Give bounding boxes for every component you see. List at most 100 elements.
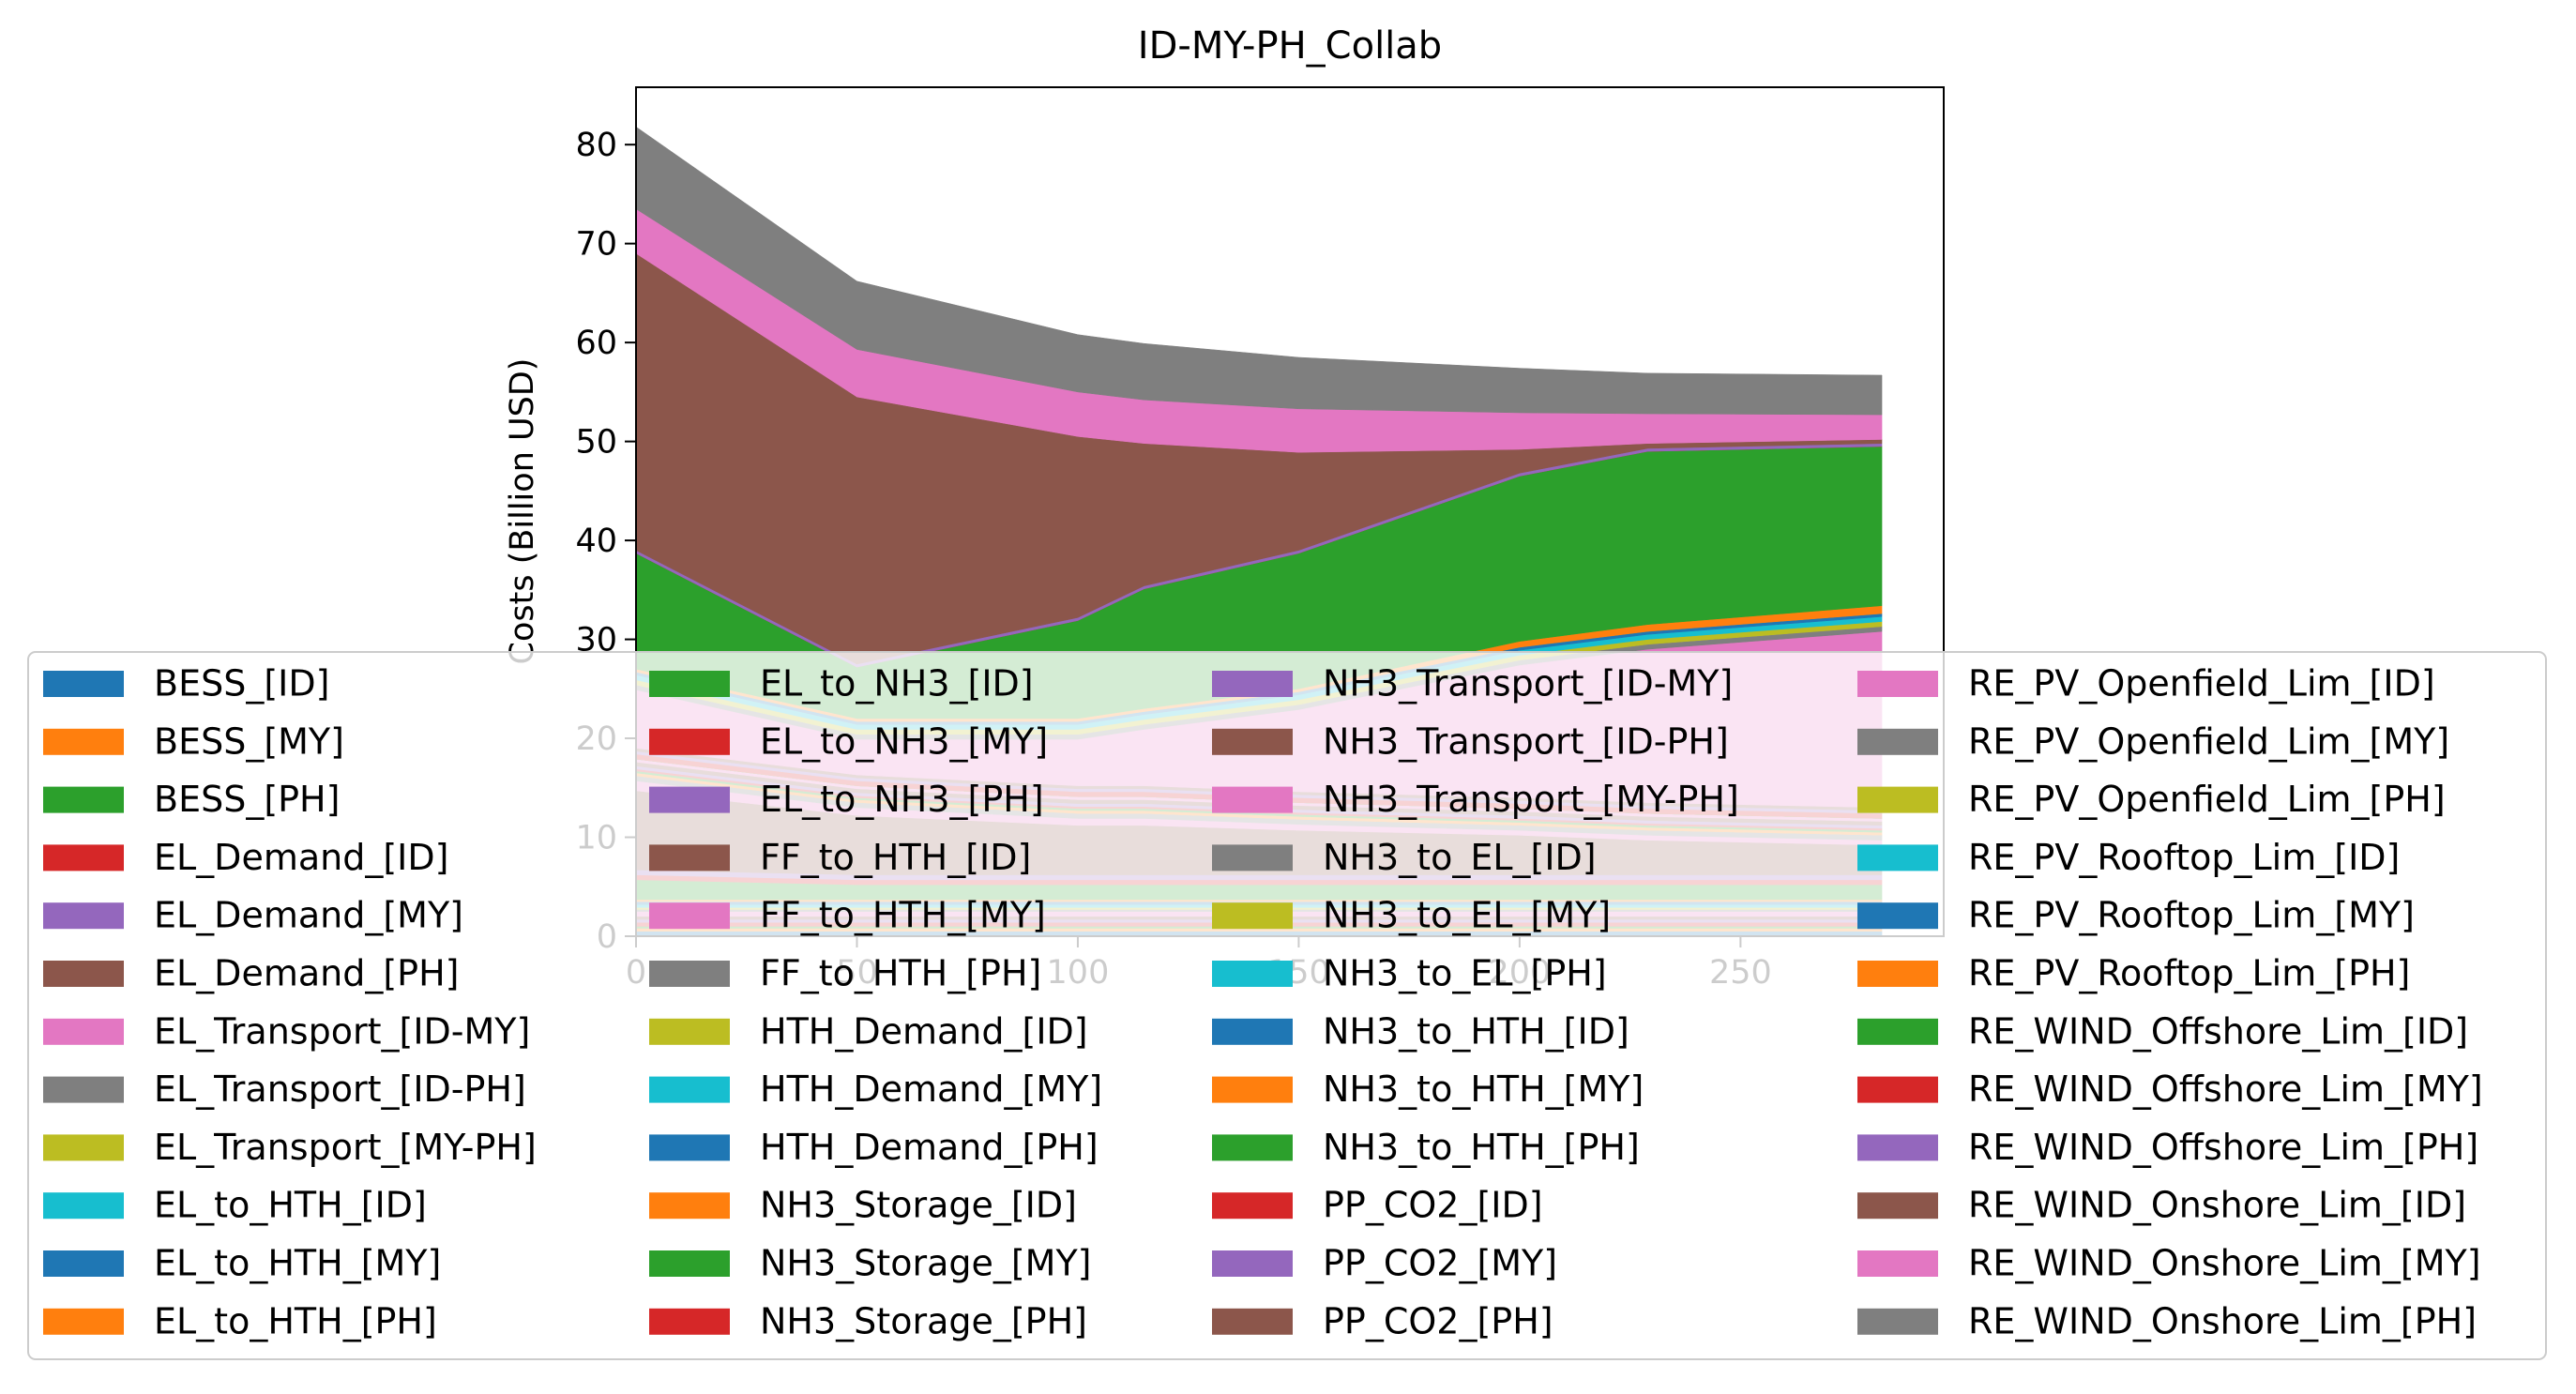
legend-box	[27, 651, 2547, 1360]
legend-label: RE_PV_Openfield_Lim_[PH]	[1968, 779, 2446, 820]
legend-swatch	[1212, 1250, 1293, 1277]
legend-swatch	[1857, 728, 1938, 755]
legend-swatch	[43, 786, 124, 813]
legend-swatch	[1857, 1192, 1938, 1220]
legend-label: EL_Demand_[ID]	[154, 837, 448, 878]
legend-swatch	[649, 786, 730, 813]
legend-swatch	[1212, 1192, 1293, 1220]
legend-swatch	[1212, 1308, 1293, 1335]
legend-swatch	[1857, 1308, 1938, 1335]
legend-swatch	[1212, 1134, 1293, 1161]
legend-swatch	[1212, 671, 1293, 697]
legend-swatch	[1857, 902, 1938, 930]
legend-label: RE_PV_Openfield_Lim_[MY]	[1968, 720, 2449, 762]
legend-swatch	[43, 902, 124, 930]
legend-swatch	[1212, 961, 1293, 987]
legend-label: FF_to_HTH_[MY]	[760, 895, 1046, 936]
legend-swatch	[43, 1192, 124, 1220]
legend-swatch	[1212, 902, 1293, 930]
legend-swatch	[43, 844, 124, 871]
legend-swatch	[649, 671, 730, 697]
legend-swatch	[43, 1018, 124, 1045]
chart-title: ID-MY-PH_Collab	[1138, 24, 1442, 68]
legend-swatch	[649, 1250, 730, 1277]
legend-label: EL_to_NH3_[PH]	[760, 779, 1044, 820]
legend-label: RE_WIND_Offshore_Lim_[MY]	[1968, 1068, 2483, 1110]
legend-label: NH3_to_HTH_[PH]	[1323, 1127, 1640, 1168]
legend-swatch	[649, 1192, 730, 1220]
legend-swatch	[1857, 1076, 1938, 1103]
legend-label: NH3_to_EL_[ID]	[1323, 837, 1597, 878]
legend-label: PP_CO2_[ID]	[1323, 1185, 1543, 1226]
legend-label: FF_to_HTH_[PH]	[760, 953, 1041, 994]
legend-swatch	[43, 1308, 124, 1335]
legend-label: EL_to_HTH_[MY]	[154, 1243, 441, 1284]
legend-swatch	[43, 1134, 124, 1161]
legend-label: RE_WIND_Onshore_Lim_[PH]	[1968, 1300, 2477, 1341]
legend-swatch	[43, 1250, 124, 1277]
legend-label: EL_to_NH3_[MY]	[760, 720, 1048, 762]
legend-swatch	[649, 1308, 730, 1335]
legend-label: RE_PV_Rooftop_Lim_[ID]	[1968, 837, 2400, 878]
legend-label: HTH_Demand_[PH]	[760, 1127, 1099, 1168]
legend-label: NH3_to_HTH_[MY]	[1323, 1068, 1644, 1110]
legend-swatch	[1212, 728, 1293, 755]
y-tick-label: 50	[575, 424, 617, 462]
legend-label: EL_Transport_[ID-PH]	[154, 1068, 526, 1110]
legend-swatch	[1212, 1076, 1293, 1103]
legend-swatch	[1857, 961, 1938, 987]
legend-label: RE_WIND_Offshore_Lim_[ID]	[1968, 1010, 2468, 1052]
legend-label: PP_CO2_[MY]	[1323, 1243, 1557, 1284]
legend-swatch	[649, 728, 730, 755]
legend: BESS_[ID] BESS_[MY] BESS_[PH] EL_Demand_[ID…	[27, 651, 2547, 1360]
legend-label: NH3_Storage_[ID]	[760, 1185, 1077, 1226]
legend-label: NH3_Transport_[ID-MY]	[1323, 663, 1733, 705]
legend-swatch	[43, 671, 124, 697]
legend-label: RE_WIND_Offshore_Lim_[PH]	[1968, 1127, 2478, 1168]
legend-swatch	[1857, 844, 1938, 871]
legend-swatch	[649, 844, 730, 871]
legend-label: EL_to_HTH_[PH]	[154, 1300, 437, 1341]
legend-label: HTH_Demand_[MY]	[760, 1068, 1102, 1110]
legend-label: RE_PV_Openfield_Lim_[ID]	[1968, 663, 2435, 705]
legend-label: EL_Demand_[PH]	[154, 953, 459, 994]
legend-swatch	[1857, 1134, 1938, 1161]
y-tick-label: 80	[575, 127, 617, 164]
legend-label: EL_to_NH3_[ID]	[760, 663, 1034, 705]
legend-label: NH3_Storage_[MY]	[760, 1243, 1092, 1284]
legend-label: BESS_[ID]	[154, 663, 329, 705]
legend-label: FF_to_HTH_[ID]	[760, 837, 1031, 878]
y-tick-label: 70	[575, 226, 617, 264]
legend-label: NH3_to_HTH_[ID]	[1323, 1010, 1629, 1052]
legend-label: BESS_[MY]	[154, 720, 344, 762]
legend-swatch	[649, 1076, 730, 1103]
legend-label: BESS_[PH]	[154, 779, 340, 820]
legend-label: HTH_Demand_[ID]	[760, 1010, 1088, 1052]
legend-swatch	[43, 961, 124, 987]
legend-label: NH3_Transport_[ID-PH]	[1323, 720, 1729, 762]
legend-swatch	[1212, 844, 1293, 871]
y-axis-label: Costs (Billion USD)	[504, 358, 541, 665]
legend-swatch	[649, 902, 730, 930]
legend-label: RE_PV_Rooftop_Lim_[PH]	[1968, 953, 2410, 994]
legend-swatch	[649, 1134, 730, 1161]
y-tick-label: 60	[575, 325, 617, 362]
legend-label: EL_Transport_[ID-MY]	[154, 1010, 530, 1052]
legend-swatch	[1857, 1250, 1938, 1277]
legend-label: NH3_to_EL_[MY]	[1323, 895, 1611, 936]
legend-label: EL_to_HTH_[ID]	[154, 1185, 427, 1226]
legend-label: RE_WIND_Onshore_Lim_[ID]	[1968, 1185, 2466, 1226]
legend-swatch	[1212, 1018, 1293, 1045]
legend-label: EL_Transport_[MY-PH]	[154, 1127, 537, 1168]
legend-swatch	[649, 961, 730, 987]
legend-label: NH3_to_EL_[PH]	[1323, 953, 1607, 994]
legend-label: EL_Demand_[MY]	[154, 895, 463, 936]
legend-label: RE_WIND_Onshore_Lim_[MY]	[1968, 1243, 2481, 1284]
area	[636, 126, 1883, 416]
legend-label: NH3_Storage_[PH]	[760, 1300, 1087, 1341]
legend-label: NH3_Transport_[MY-PH]	[1323, 779, 1739, 820]
legend-swatch	[1857, 1018, 1938, 1045]
legend-swatch	[43, 728, 124, 755]
